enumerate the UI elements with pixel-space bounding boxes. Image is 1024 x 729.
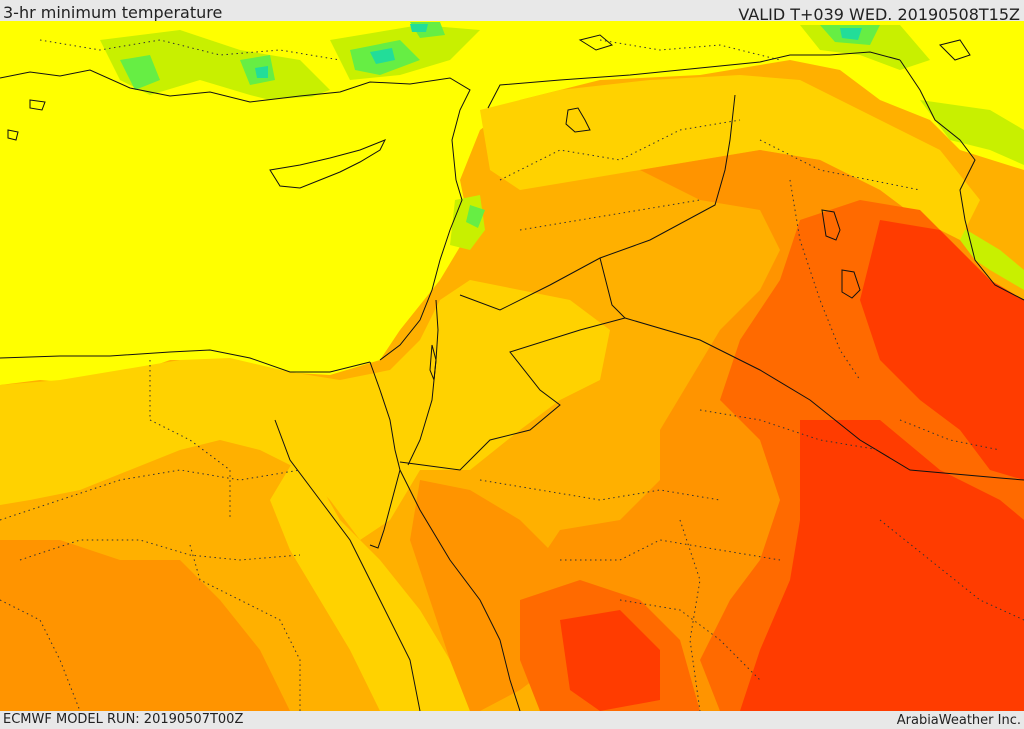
border-egypt-israel [369,361,401,471]
border-syria-iraq [459,94,736,311]
lake-1 [565,107,591,133]
border-syria-turkey [487,51,901,109]
coastlines [0,34,971,711]
lake-2 [821,209,841,241]
footer-bar: ECMWF MODEL RUN: 20190507T00Z ArabiaWeat… [0,711,1024,729]
field-red-1 [860,220,1024,480]
map-title: 3-hr minimum temperature [3,3,223,22]
field-green-patches [100,25,1024,290]
model-run: ECMWF MODEL RUN: 20190507T00Z [3,712,244,727]
lake-3 [841,269,861,299]
country-borders [369,51,1024,481]
border-iraq-saudi [624,317,1024,481]
header-bar: 3-hr minimum temperature VALID T+039 WED… [0,0,1024,24]
field-gold-west [0,280,610,540]
coast-redsea-east [399,469,521,711]
field-sea [0,85,460,385]
border-jordan [399,257,626,471]
coast-egypt [0,349,371,373]
province-lines [0,39,1024,711]
coast-turkey [0,69,471,181]
field-cyan [255,24,862,78]
coast-gulf-aqaba [369,469,401,549]
field-orange-west [0,540,290,711]
field-red-3 [560,610,660,711]
temperature-map[interactable] [0,21,1024,711]
cyprus [269,139,387,189]
field-gold-north [480,75,980,240]
field-red-2 [740,420,1024,711]
credit-text: ArabiaWeather Inc. [896,713,1021,728]
coast-gulf-suez [274,419,421,711]
border-israel-jordan [407,299,439,466]
valid-time: VALID T+039 WED. 20190508T15Z [738,5,1020,24]
border-iran-iraq [899,59,1024,301]
coast-levant [379,179,463,361]
islands [7,34,971,141]
